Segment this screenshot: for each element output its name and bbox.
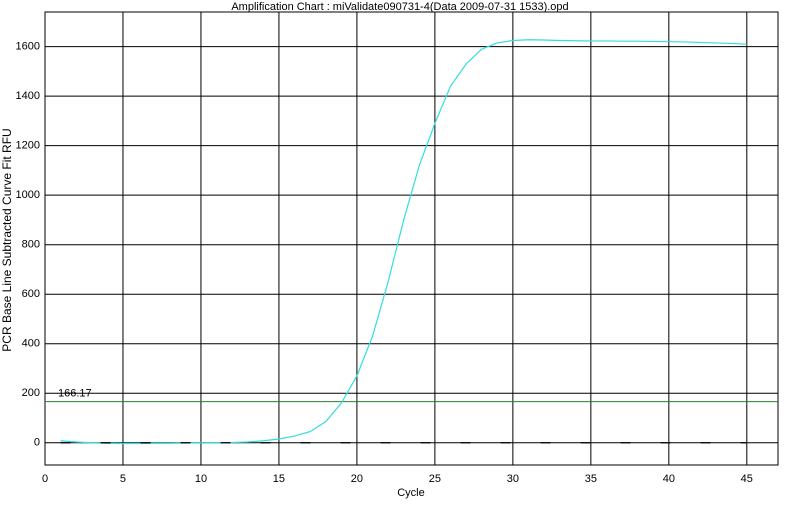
y-tick-label: 1000 — [16, 189, 40, 201]
plot-area — [44, 11, 779, 466]
y-tick-label: 400 — [22, 338, 40, 350]
y-axis-label: PCR Base Line Subtracted Curve Fit RFU — [0, 128, 14, 351]
x-tick-label: 20 — [351, 473, 363, 485]
x-tick-label: 10 — [195, 473, 207, 485]
x-tick-label: 5 — [120, 473, 126, 485]
x-tick-label: 0 — [42, 473, 48, 485]
x-tick-label: 45 — [741, 473, 753, 485]
x-tick-label: 35 — [585, 473, 597, 485]
y-tick-label: 0 — [34, 437, 40, 449]
y-tick-label: 200 — [22, 387, 40, 399]
y-tick-label: 600 — [22, 288, 40, 300]
y-tick-label: 1400 — [16, 90, 40, 102]
x-tick-label: 25 — [429, 473, 441, 485]
y-tick-label: 800 — [22, 239, 40, 251]
threshold-label: 166.17 — [58, 387, 92, 399]
series-line — [60, 39, 747, 445]
y-tick-label: 1600 — [16, 41, 40, 53]
x-tick-label: 30 — [507, 473, 519, 485]
x-axis-label: Cycle — [397, 487, 425, 499]
chart-title: Amplification Chart : miValidate090731-4… — [231, 1, 568, 13]
x-tick-label: 15 — [273, 473, 285, 485]
x-tick-label: 40 — [663, 473, 675, 485]
y-tick-label: 1200 — [16, 140, 40, 152]
